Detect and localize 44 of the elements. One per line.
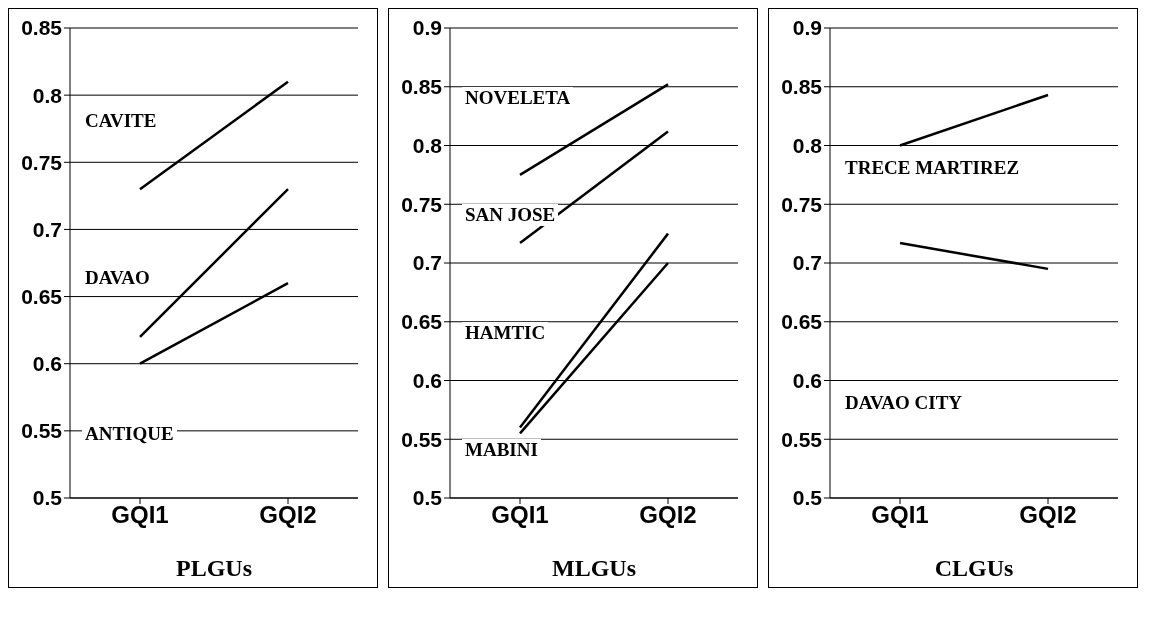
y-tick-label: 0.9 <box>412 16 442 40</box>
y-tick-label: 0.6 <box>32 352 62 376</box>
y-tick-label: 0.55 <box>401 427 443 451</box>
annotation: CAVITE <box>82 110 160 132</box>
y-tick-label: 0.7 <box>412 251 442 275</box>
y-tick-label: 0.75 <box>401 192 443 216</box>
annotation: HAMTIC <box>462 321 549 344</box>
y-tick-label: 0.5 <box>412 486 443 510</box>
annotation: TRECE MARTIREZ <box>842 157 1023 179</box>
annotation: DAVAO CITY <box>842 392 966 414</box>
x-tick-label: GQI2 <box>1019 501 1077 529</box>
y-tick-label: 0.65 <box>781 310 823 334</box>
x-tick-label: GQI2 <box>639 501 697 529</box>
y-tick-label: 0.85 <box>401 75 443 99</box>
annotation: SAN JOSE <box>462 204 559 226</box>
annotation: MABINI <box>462 439 541 461</box>
y-tick-label: 0.8 <box>792 133 823 157</box>
y-tick-label: 0.55 <box>21 419 63 443</box>
x-tick-label: GQI1 <box>491 501 549 529</box>
y-tick-label: 0.9 <box>792 16 822 40</box>
y-tick-label: 0.6 <box>412 368 442 392</box>
y-tick-label: 0.8 <box>412 133 443 157</box>
x-tick-label: GQI2 <box>259 501 317 529</box>
y-tick-label: 0.5 <box>32 486 63 510</box>
annotation: DAVAO <box>82 266 153 289</box>
y-tick-label: 0.8 <box>32 83 63 107</box>
annotation: ANTIQUE <box>82 423 177 446</box>
y-tick-label: 0.65 <box>401 310 443 334</box>
y-tick-label: 0.75 <box>781 192 823 216</box>
x-axis-title: CLGUs <box>934 555 1014 581</box>
y-tick-label: 0.85 <box>21 16 63 40</box>
x-tick-label: GQI1 <box>871 501 929 529</box>
y-tick-label: 0.55 <box>781 427 823 451</box>
x-axis-title: PLGUs <box>175 555 253 581</box>
y-tick-label: 0.7 <box>792 251 822 275</box>
y-tick-label: 0.85 <box>781 75 823 99</box>
y-tick-label: 0.6 <box>792 368 822 392</box>
annotation: NOVELETA <box>462 86 574 109</box>
y-tick-label: 0.5 <box>792 486 823 510</box>
y-tick-label: 0.65 <box>21 285 63 309</box>
y-tick-label: 0.75 <box>21 150 63 174</box>
x-axis-title: MLGUs <box>552 555 636 581</box>
y-tick-label: 0.7 <box>32 217 62 241</box>
x-tick-label: GQI1 <box>111 501 169 529</box>
